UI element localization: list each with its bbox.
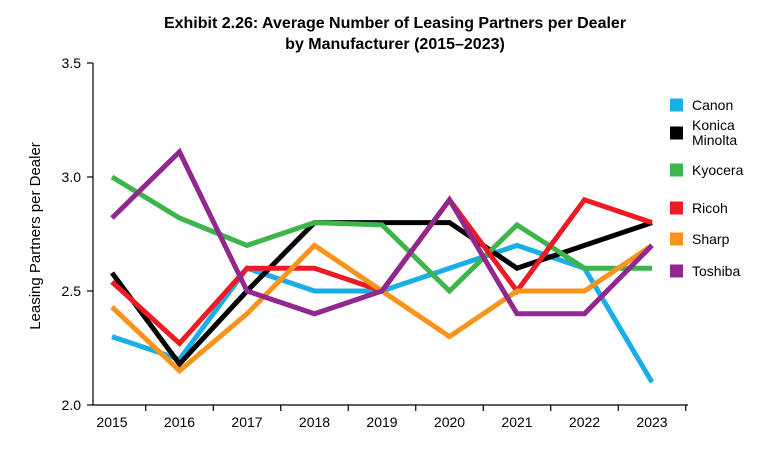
series-line-toshiba: [110, 147, 654, 317]
x-tick-label: 2018: [299, 414, 330, 430]
x-tick-label: 2020: [434, 414, 465, 430]
legend-label-toshiba: Toshiba: [692, 263, 740, 279]
legend-label-sharp: Sharp: [692, 231, 730, 247]
y-axis-label: Leasing Partners per Dealer: [27, 142, 44, 330]
y-axis-ticks: 2.0 2.5 3.0 3.5: [62, 55, 93, 413]
series-line-kyocera: [110, 174, 652, 295]
legend: Canon Konica Minolta Kyocera Ricoh Sharp Toshi…: [670, 97, 744, 279]
y-tick-label: 2.0: [62, 397, 82, 413]
legend-label-kyocera: Kyocera: [692, 162, 744, 178]
legend-swatch-ricoh: [670, 201, 683, 215]
legend-label-ricoh: Ricoh: [692, 200, 728, 216]
x-tick-label: 2019: [366, 414, 397, 430]
x-tick-label: 2023: [636, 414, 667, 430]
y-tick-label: 3.5: [62, 55, 82, 71]
legend-swatch-kyocera: [670, 163, 683, 177]
chart-title-line-1: Exhibit 2.26: Average Number of Leasing …: [164, 15, 626, 32]
legend-swatch-toshiba: [670, 264, 683, 278]
x-tick-label: 2015: [96, 414, 127, 430]
x-tick-label: 2022: [569, 414, 600, 430]
legend-swatch-canon: [670, 98, 683, 112]
x-tick-label: 2016: [164, 414, 195, 430]
x-axis-ticks: 2015 2016 2017 2018 2019 2020 2021 2022 2023: [96, 405, 687, 430]
x-tick-label: 2017: [231, 414, 262, 430]
series-lines: [109, 147, 655, 384]
y-tick-label: 3.0: [62, 169, 82, 185]
legend-swatch-konica: [670, 126, 683, 140]
x-tick-label: 2021: [501, 414, 532, 430]
y-tick-label: 2.5: [62, 283, 82, 299]
legend-label-konica: Konica Minolta: [692, 117, 737, 148]
chart-title-line-2: by Manufacturer (2015–2023): [285, 36, 505, 53]
legend-label-canon: Canon: [692, 97, 733, 113]
legend-swatch-sharp: [670, 232, 683, 246]
